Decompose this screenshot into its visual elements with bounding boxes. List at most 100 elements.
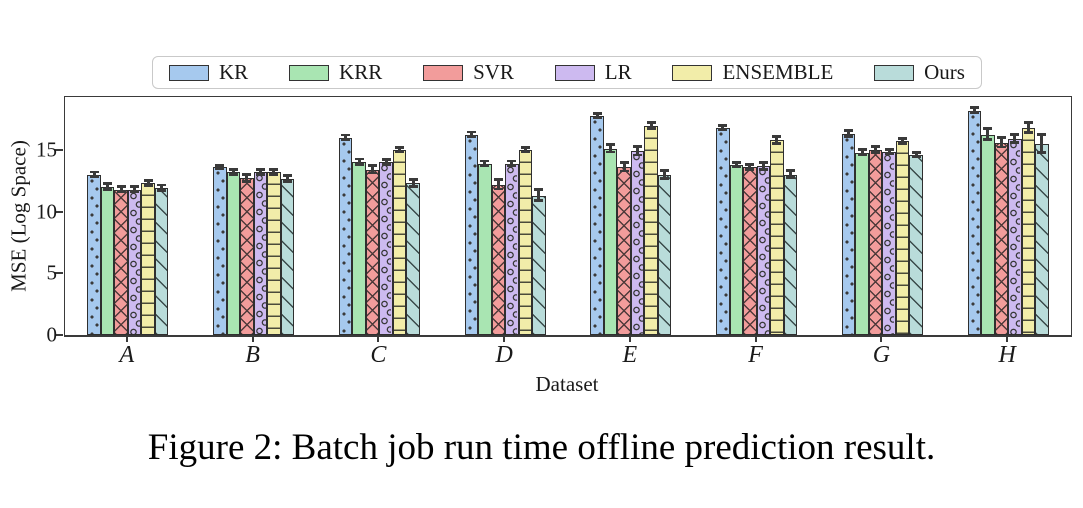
x-tick-label: C: [370, 342, 387, 368]
bar-krr-d: [478, 159, 492, 335]
legend-swatch-icon: [672, 64, 713, 81]
error-bar: [157, 183, 167, 193]
x-tick-mark: [628, 336, 631, 342]
bar-group-f: [716, 123, 798, 335]
legend-swatch-icon: [423, 64, 464, 81]
bar-group-d: [464, 130, 546, 335]
error-bar: [844, 129, 854, 138]
x-tick-label: H: [998, 342, 1016, 368]
error-bar: [660, 168, 670, 180]
error-bar: [646, 121, 656, 130]
bar-ours-e: [657, 168, 672, 335]
legend-swatch-icon: [554, 64, 595, 81]
bar-lr-h: [1008, 133, 1022, 335]
bar-group-a: [87, 170, 169, 335]
chart-legend: KR KRR SVR LR ENSEMBLE Ours: [152, 56, 982, 89]
error-bar: [1023, 121, 1033, 134]
bar-svr-a: [114, 185, 128, 335]
legend-label: SVR: [473, 60, 514, 84]
y-tick-label: 0: [46, 322, 58, 347]
bar-ours-a: [154, 183, 169, 335]
error-bar: [103, 182, 113, 191]
bar-ensemble-e: [644, 121, 658, 335]
error-bar: [341, 133, 351, 141]
legend-label: KRR: [339, 60, 383, 84]
bar-lr-c: [379, 158, 393, 335]
error-bar: [619, 161, 629, 173]
bar-kr-g: [841, 129, 856, 335]
y-tick-mark: [55, 149, 64, 152]
x-tick-label: G: [872, 342, 891, 368]
error-bar: [745, 163, 755, 171]
error-bar: [381, 158, 391, 166]
bar-kr-d: [464, 130, 479, 335]
error-bar: [996, 136, 1006, 149]
error-bar: [395, 145, 405, 154]
error-bar: [215, 163, 225, 170]
x-tick-mark: [125, 336, 128, 342]
bar-svr-b: [240, 173, 254, 335]
error-bar: [1010, 133, 1020, 145]
bar-svr-g: [868, 145, 883, 335]
error-bar: [592, 112, 602, 120]
bar-group-c: [338, 133, 420, 335]
error-bar: [785, 169, 795, 180]
error-bar: [983, 127, 993, 142]
error-bar: [911, 150, 921, 159]
error-bar: [606, 143, 616, 154]
error-bar: [493, 178, 503, 191]
bar-krr-e: [603, 143, 618, 335]
x-tick-label: A: [119, 342, 135, 368]
x-tick-f: F: [715, 336, 796, 367]
legend-swatch-icon: [289, 64, 330, 81]
error-bar: [354, 157, 364, 167]
bar-group-e: [590, 112, 672, 335]
bar-ensemble-a: [141, 179, 155, 335]
x-tick-label: E: [622, 342, 638, 368]
figure-caption: Figure 2: Batch job run time offline pre…: [147, 427, 936, 468]
bar-ours-b: [280, 174, 295, 335]
error-bar: [269, 168, 279, 176]
x-axis-ticks: A B C D E F G H: [64, 336, 1070, 367]
x-tick-c: C: [338, 336, 419, 367]
error-bar: [633, 145, 643, 157]
bar-krr-b: [226, 168, 241, 335]
bar-kr-b: [213, 163, 227, 335]
x-axis-title: Dataset: [535, 372, 599, 396]
x-tick-a: A: [86, 336, 167, 367]
legend-entry-ensemble: ENSEMBLE: [672, 62, 833, 83]
x-tick-d: D: [464, 336, 545, 367]
error-bar: [772, 134, 782, 145]
x-tick-g: G: [841, 336, 922, 367]
error-bar: [368, 164, 378, 175]
y-tick-label: 5: [46, 260, 58, 285]
legend-entry-svr: SVR: [423, 62, 514, 83]
x-tick-e: E: [589, 336, 670, 367]
bar-ensemble-f: [770, 134, 784, 335]
x-tick-label: B: [245, 342, 260, 368]
legend-entry-ours: Ours: [874, 62, 965, 83]
bar-krr-h: [981, 127, 995, 335]
bar-lr-g: [882, 147, 896, 335]
bar-kr-c: [338, 133, 353, 335]
bar-ours-f: [783, 169, 798, 335]
error-bar: [718, 123, 728, 132]
bar-ours-h: [1035, 133, 1049, 335]
bar-krr-a: [100, 182, 115, 335]
x-tick-label: D: [495, 342, 513, 368]
y-tick-label: 15: [36, 137, 57, 162]
bar-ensemble-d: [518, 145, 533, 335]
bar-ensemble-g: [895, 137, 910, 335]
bar-svr-e: [617, 161, 631, 335]
legend-swatch-icon: [874, 64, 915, 81]
bar-svr-h: [994, 136, 1009, 335]
error-bar: [731, 160, 741, 169]
bar-group-g: [841, 129, 923, 335]
bar-svr-f: [743, 163, 757, 335]
bar-kr-a: [87, 170, 101, 335]
error-bar: [242, 173, 252, 183]
bar-lr-b: [253, 168, 268, 335]
legend-label: KR: [219, 60, 249, 84]
error-bar: [89, 170, 99, 178]
